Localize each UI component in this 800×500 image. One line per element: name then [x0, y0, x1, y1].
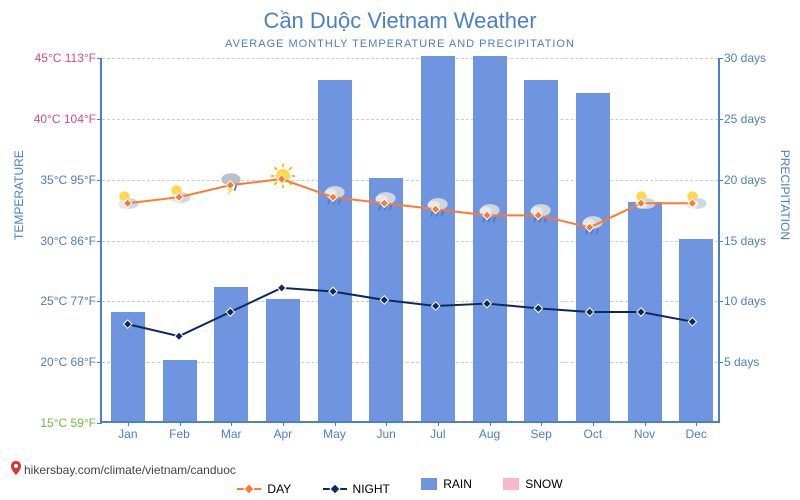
gridline — [102, 301, 718, 302]
weather-partly-icon — [166, 180, 194, 208]
x-tick: May — [323, 421, 346, 441]
weather-partly-icon — [682, 186, 710, 214]
y-left-tick: 15°C 59°F — [40, 416, 102, 430]
weather-rain-icon — [321, 180, 349, 208]
y-right-tick: 10 days — [718, 294, 766, 308]
y-left-tick: 45°C 113°F — [35, 51, 102, 65]
rain-swatch — [421, 478, 437, 490]
y-left-tick: 30°C 86°F — [40, 234, 102, 248]
y-left-tick: 20°C 68°F — [40, 355, 102, 369]
source-attribution: hikersbay.com/climate/vietnam/canduoc — [10, 461, 236, 478]
gridline — [102, 241, 718, 242]
x-tick: Nov — [634, 421, 655, 441]
legend-day: DAY — [237, 482, 291, 496]
night-marker — [175, 332, 183, 340]
legend-night: NIGHT — [323, 482, 390, 496]
rain-bar — [576, 93, 610, 422]
x-tick: Jun — [376, 421, 395, 441]
y-right-tick: 30 days — [718, 51, 766, 65]
rain-bar — [679, 239, 713, 422]
rain-bar — [421, 56, 455, 421]
rain-bar — [524, 80, 558, 421]
rain-bar — [318, 80, 352, 421]
weather-storm-icon — [217, 168, 245, 196]
day-line-swatch — [237, 488, 261, 490]
x-tick: Jan — [118, 421, 137, 441]
y-left-tick: 40°C 104°F — [34, 112, 102, 126]
y-left-tick: 35°C 95°F — [40, 173, 102, 187]
legend-night-label: NIGHT — [353, 482, 390, 496]
rain-bar — [163, 360, 197, 421]
x-tick: Sep — [530, 421, 551, 441]
plot-area: 15°C 59°F20°C 68°F25°C 77°F30°C 86°F35°C… — [100, 58, 720, 423]
weather-rain-icon — [476, 198, 504, 226]
y-right-tick: 15 days — [718, 234, 766, 248]
rain-bar — [266, 299, 300, 421]
weather-partly-icon — [631, 186, 659, 214]
weather-rain-icon — [372, 186, 400, 214]
y-right-axis-label: PRECIPITATION — [778, 150, 792, 240]
legend-rain: RAIN — [421, 477, 472, 491]
legend: DAY NIGHT RAIN SNOW — [0, 477, 800, 496]
x-tick: Feb — [169, 421, 190, 441]
legend-snow-label: SNOW — [525, 477, 562, 491]
legend-day-label: DAY — [267, 482, 291, 496]
rain-bar — [369, 178, 403, 421]
night-marker — [277, 284, 285, 292]
rain-bar — [473, 56, 507, 421]
pin-icon — [10, 461, 22, 478]
y-left-axis-label: TEMPERATURE — [12, 150, 26, 240]
gridline — [102, 58, 718, 59]
gridline — [102, 119, 718, 120]
weather-rain-icon — [424, 192, 452, 220]
x-tick: Apr — [273, 421, 292, 441]
weather-sun-icon — [269, 162, 297, 190]
y-right-tick: 25 days — [718, 112, 766, 126]
source-text: hikersbay.com/climate/vietnam/canduoc — [24, 463, 236, 477]
weather-rain-icon — [579, 210, 607, 238]
weather-partly-icon — [114, 186, 142, 214]
chart-title: Cần Duộc Vietnam Weather — [0, 0, 800, 34]
legend-snow: SNOW — [503, 477, 562, 491]
x-tick: Oct — [583, 421, 602, 441]
x-tick: Dec — [685, 421, 706, 441]
chart-subtitle: AVERAGE MONTHLY TEMPERATURE AND PRECIPIT… — [0, 34, 800, 50]
rain-bar — [214, 287, 248, 421]
weather-rain-icon — [527, 198, 555, 226]
rain-bar — [628, 202, 662, 421]
gridline — [102, 180, 718, 181]
y-right-tick: 20 days — [718, 173, 766, 187]
y-right-tick: 5 days — [718, 355, 759, 369]
night-line-swatch — [323, 488, 347, 490]
legend-rain-label: RAIN — [443, 477, 472, 491]
x-tick: Mar — [221, 421, 242, 441]
x-tick: Aug — [479, 421, 500, 441]
x-tick: Jul — [430, 421, 445, 441]
rain-bar — [111, 312, 145, 422]
y-left-tick: 25°C 77°F — [40, 294, 102, 308]
snow-swatch — [503, 478, 519, 490]
